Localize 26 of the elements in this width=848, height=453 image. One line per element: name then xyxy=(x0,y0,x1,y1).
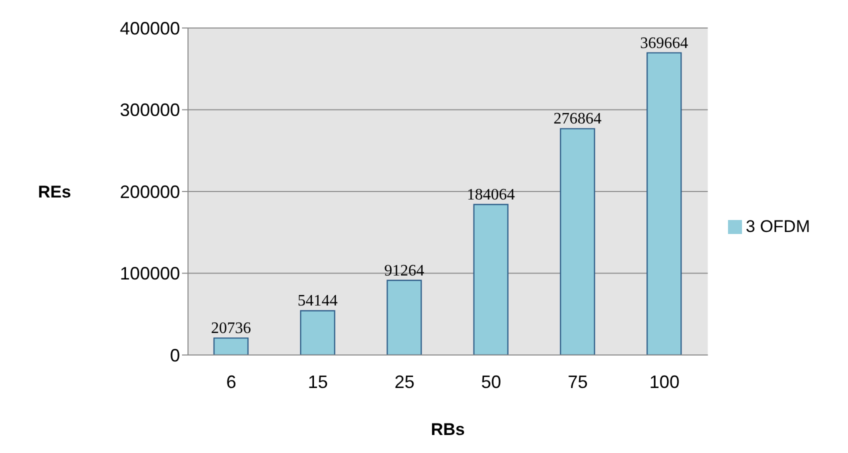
y-tick-label: 300000 xyxy=(120,100,180,120)
x-axis-title: RBs xyxy=(430,420,465,439)
bar xyxy=(473,204,508,355)
bar xyxy=(386,280,422,355)
data-label: 184064 xyxy=(466,186,515,204)
x-tick-label: 75 xyxy=(568,372,588,392)
data-label: 54144 xyxy=(298,292,338,310)
y-tick-label: 100000 xyxy=(120,264,180,284)
y-tick-label: 0 xyxy=(170,345,180,366)
x-tick-label: 100 xyxy=(649,372,680,392)
x-tick-label: 6 xyxy=(226,372,236,392)
legend-label: 3 OFDM xyxy=(746,216,810,236)
data-label: 91264 xyxy=(384,262,424,280)
bar xyxy=(646,52,682,355)
y-axis-title: REs xyxy=(38,182,72,202)
x-tick-label: 25 xyxy=(394,372,415,392)
data-label: 20736 xyxy=(211,320,251,338)
x-tick-label: 50 xyxy=(481,372,502,392)
y-tick-label: 200000 xyxy=(120,182,180,202)
data-label: 276864 xyxy=(554,110,602,128)
y-tick-label: 400000 xyxy=(120,18,180,38)
bar xyxy=(560,128,596,355)
bar xyxy=(300,310,336,355)
data-label: 369664 xyxy=(640,34,688,52)
x-tick-label: 15 xyxy=(308,372,328,392)
bar xyxy=(213,337,249,355)
